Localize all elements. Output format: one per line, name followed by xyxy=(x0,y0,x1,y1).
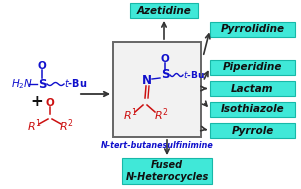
Text: Pyrrolidine: Pyrrolidine xyxy=(221,25,284,35)
Text: $R^1$: $R^1$ xyxy=(123,107,137,123)
Text: Isothiazole: Isothiazole xyxy=(221,105,284,115)
FancyBboxPatch shape xyxy=(210,102,295,117)
Text: $R^2$: $R^2$ xyxy=(59,118,73,134)
FancyBboxPatch shape xyxy=(122,158,212,184)
FancyBboxPatch shape xyxy=(210,22,295,37)
Text: Azetidine: Azetidine xyxy=(137,5,191,15)
FancyBboxPatch shape xyxy=(113,42,201,137)
Text: $R^2$: $R^2$ xyxy=(154,107,168,123)
Text: $H_2N$: $H_2N$ xyxy=(11,77,33,91)
FancyBboxPatch shape xyxy=(210,123,295,138)
Text: N-tert-butanesulfinimine: N-tert-butanesulfinimine xyxy=(101,140,213,149)
Text: Pyrrole: Pyrrole xyxy=(231,125,274,136)
Text: Piperidine: Piperidine xyxy=(223,63,282,73)
Text: $R^1$: $R^1$ xyxy=(26,118,41,134)
Text: O: O xyxy=(38,61,46,71)
Text: S: S xyxy=(161,68,169,81)
Text: Fused
N-Heterocycles: Fused N-Heterocycles xyxy=(126,160,209,182)
Text: O: O xyxy=(46,98,54,108)
Text: Lactam: Lactam xyxy=(231,84,274,94)
FancyBboxPatch shape xyxy=(210,81,295,96)
Text: $t$-Bu: $t$-Bu xyxy=(183,68,205,80)
Text: N: N xyxy=(142,74,152,88)
FancyBboxPatch shape xyxy=(130,3,198,18)
Text: O: O xyxy=(161,54,169,64)
Text: S: S xyxy=(38,77,46,91)
Text: +: + xyxy=(31,94,43,109)
FancyBboxPatch shape xyxy=(210,60,295,75)
Text: $t$-Bu: $t$-Bu xyxy=(64,77,88,89)
